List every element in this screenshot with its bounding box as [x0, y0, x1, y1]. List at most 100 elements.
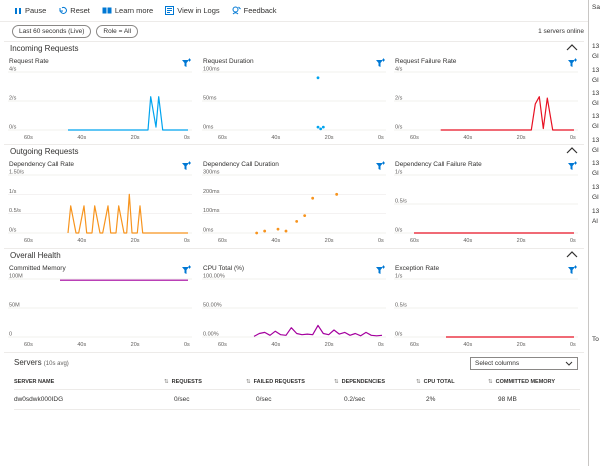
series-line [440, 96, 574, 131]
column-header-label: DEPENDENCIES [341, 378, 386, 385]
chevron-up-icon[interactable] [566, 146, 578, 156]
x-tick-label: 20s [517, 238, 526, 244]
x-tick-label: 20s [131, 238, 140, 244]
sort-icon[interactable]: ⇅ [164, 378, 169, 385]
select-columns-dropdown[interactable]: Select columns [470, 357, 578, 370]
x-tick-label: 0s [184, 135, 190, 141]
chart-dependency-call-rate: Dependency Call Rate 1.50/s 1/s 0.5/s 0/s 60s… [6, 161, 196, 245]
filter-pin-icon[interactable] [181, 265, 192, 275]
chevron-up-icon[interactable] [566, 250, 578, 260]
data-point [263, 229, 267, 233]
data-point [321, 125, 325, 129]
x-tick-label: 60s [24, 342, 33, 348]
x-tick-label: 60s [218, 342, 227, 348]
sort-icon[interactable]: ⇅ [334, 378, 339, 385]
plot-area: 100ms 50ms 0ms 60s 40s 20s 0s [202, 67, 386, 141]
plot-area: 1.50/s 1/s 0.5/s 0/s 60s 40s 20s 0s [8, 170, 192, 244]
cell-server-name: dw0sdwk000IDG [14, 389, 164, 410]
column-header-committed-memory[interactable]: ⇅ COMMITTED MEMORY [488, 375, 580, 390]
sort-icon[interactable]: ⇅ [416, 378, 421, 385]
feedback-icon [232, 6, 241, 15]
table-header-row: SERVER NAME ⇅ REQUESTS ⇅ FAILED REQUESTS ⇅ DEP… [14, 375, 580, 390]
sort-icon[interactable]: ⇅ [488, 378, 493, 385]
cell-dependencies: 0.2/sec [334, 389, 416, 410]
column-header-failed-requests[interactable]: ⇅ FAILED REQUESTS [246, 375, 334, 390]
chart-title: Dependency Call Failure Rate [395, 161, 482, 168]
x-tick-label: 20s [131, 342, 140, 348]
filter-pin-icon[interactable] [181, 161, 192, 171]
chevron-down-icon [565, 359, 573, 369]
x-tick-label: 20s [325, 238, 334, 244]
x-tick-label: 20s [517, 135, 526, 141]
sort-icon[interactable]: ⇅ [246, 378, 251, 385]
filter-pin-icon[interactable] [375, 161, 386, 171]
x-tick-label: 0s [184, 342, 190, 348]
sample-telemetry-line: 13 [592, 137, 600, 144]
x-tick-label: 60s [24, 238, 33, 244]
chart-dependency-call-duration: Dependency Call Duration 300ms 200ms 100ms 0… [200, 161, 390, 245]
column-header-label: SERVER NAME [14, 378, 55, 385]
data-point [303, 214, 307, 217]
filter-pin-icon[interactable] [567, 161, 578, 171]
column-header-dependencies[interactable]: ⇅ DEPENDENCIES [334, 375, 416, 390]
x-tick-label: 0s [570, 238, 576, 244]
table-row[interactable]: dw0sdwk000IDG 0/sec 0/sec 0.2/sec 2% 98 MB [14, 389, 580, 410]
filter-pin-icon[interactable] [567, 58, 578, 68]
reset-button[interactable]: Reset [58, 6, 90, 15]
sample-telemetry-line: To [592, 336, 599, 343]
chart-title: Request Duration [203, 58, 254, 65]
servers-panel: Servers (10s avg) Select columns SERVER … [4, 352, 584, 412]
x-tick-label: 20s [517, 342, 526, 348]
learn-more-button[interactable]: Learn more [102, 6, 153, 15]
x-tick-label: 60s [410, 238, 419, 244]
y-tick-label: 200ms [203, 189, 220, 195]
view-in-logs-button[interactable]: View in Logs [165, 6, 220, 15]
x-tick-label: 40s [77, 238, 86, 244]
column-header-requests[interactable]: ⇅ REQUESTS [164, 375, 246, 390]
filter-pin-icon[interactable] [375, 58, 386, 68]
sample-telemetry-line: GI [592, 53, 599, 60]
sample-telemetry-line: 13 [592, 67, 600, 74]
y-tick-label: 100.00% [203, 274, 225, 280]
data-point [255, 231, 259, 235]
column-header-server-name[interactable]: SERVER NAME [14, 375, 164, 390]
x-tick-label: 20s [131, 135, 140, 141]
chart-title: Request Failure Rate [395, 58, 457, 65]
data-point [319, 127, 323, 131]
x-tick-label: 40s [271, 135, 280, 141]
y-tick-label: 4/s [9, 67, 17, 73]
servers-subtitle: (10s avg) [43, 361, 69, 367]
y-tick-label: 1/s [9, 189, 17, 195]
x-tick-label: 40s [463, 342, 472, 348]
time-range-filter[interactable]: Last 60 seconds (Live) [12, 25, 92, 38]
sample-telemetry-line: Sa [592, 4, 600, 11]
cell-failed-requests: 0/sec [246, 389, 334, 410]
filter-pin-icon[interactable] [375, 265, 386, 275]
sample-telemetry-line: GI [592, 77, 599, 84]
y-tick-label: 0/s [395, 125, 403, 131]
filter-pin-icon[interactable] [181, 58, 192, 68]
chart-exception-rate: Exception Rate 1/s 0.5/s 0/s 60s 40s 20s 0s [392, 265, 582, 349]
y-tick-label: 50.00% [203, 303, 222, 309]
reset-icon [58, 6, 68, 15]
sample-telemetry-panel[interactable]: Sa 13 GI 13 GI 13 GI 13 GI 13 GI 13 GI 13 GI 13 Al To [588, 0, 600, 466]
y-tick-label: 2/s [9, 96, 17, 102]
y-tick-label: 0/s [395, 228, 403, 234]
section-title: Incoming Requests [10, 44, 79, 53]
y-tick-label: 100ms [203, 208, 220, 214]
logs-icon [165, 6, 175, 15]
y-tick-label: 0 [9, 332, 12, 338]
pause-label: Pause [25, 6, 47, 15]
data-point [335, 192, 339, 196]
data-point [316, 76, 320, 80]
chart-request-rate: Request Rate 4/s 2/s 0/s 60s 40s 20s 0s [6, 58, 196, 142]
y-tick-label: 0.5/s [9, 208, 21, 214]
role-filter[interactable]: Role = All [96, 25, 139, 38]
filter-pin-icon[interactable] [567, 265, 578, 275]
pause-button[interactable]: Pause [14, 6, 46, 15]
chevron-up-icon[interactable] [566, 43, 578, 53]
column-header-cpu-total[interactable]: ⇅ CPU TOTAL [416, 375, 488, 390]
feedback-button[interactable]: Feedback [232, 6, 277, 15]
x-tick-label: 40s [77, 135, 86, 141]
x-tick-label: 40s [77, 342, 86, 348]
